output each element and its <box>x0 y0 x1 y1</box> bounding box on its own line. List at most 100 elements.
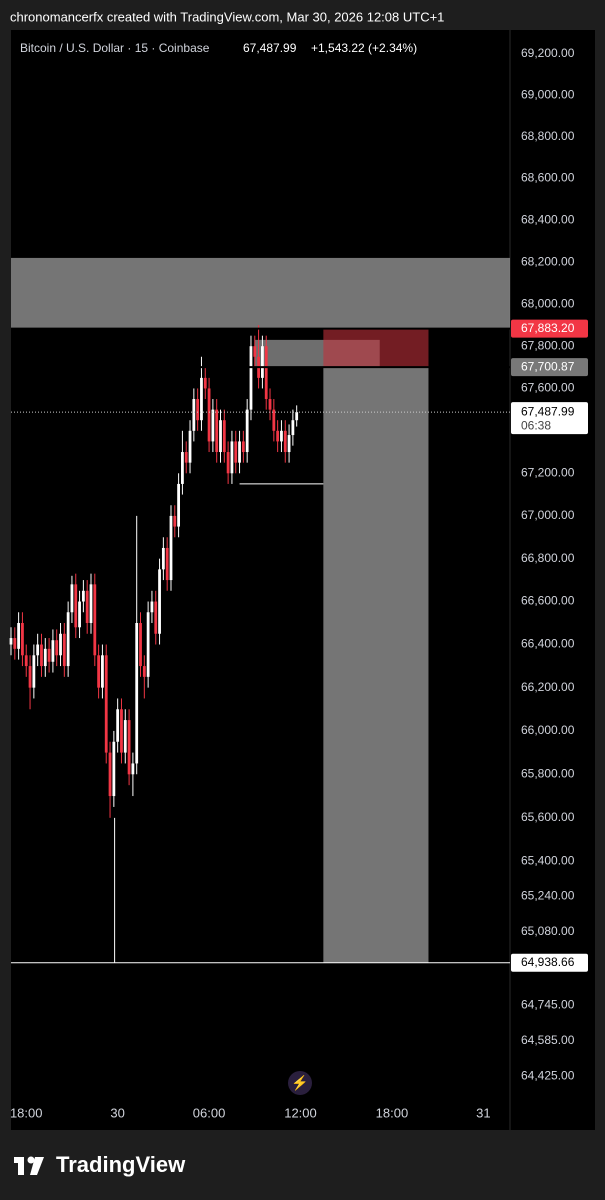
candle-body <box>123 720 127 753</box>
candle-body <box>139 623 142 667</box>
candle-body <box>238 441 241 463</box>
y-tick-label: 66,200.00 <box>521 680 575 694</box>
candle-body <box>264 346 268 400</box>
candle-body <box>9 638 13 645</box>
price-label: 64,938.66 <box>521 955 575 969</box>
candle-body <box>120 709 123 753</box>
y-tick-label: 64,585.00 <box>521 1033 575 1047</box>
candle-body <box>93 584 97 656</box>
candle-body <box>135 623 139 764</box>
x-tick-label: 18:00 <box>10 1105 43 1120</box>
y-tick-label: 66,800.00 <box>521 551 575 565</box>
candle-body <box>261 346 264 378</box>
candle-body <box>74 584 78 628</box>
y-tick-label: 68,800.00 <box>521 129 575 143</box>
candle-body <box>97 655 101 688</box>
candle-body <box>291 420 295 436</box>
zone <box>11 257 510 329</box>
price-label-bg <box>511 953 588 972</box>
candle-body <box>280 430 283 442</box>
y-tick-label: 65,240.00 <box>521 889 575 903</box>
y-tick-label: 68,200.00 <box>521 254 575 268</box>
candle-body <box>66 612 70 667</box>
candle-body <box>150 601 154 613</box>
price-label-bg <box>511 319 588 338</box>
candle-body <box>89 584 93 624</box>
last-price: 67,487.99 <box>243 41 297 55</box>
candle-body <box>81 590 85 602</box>
candle-body <box>43 648 47 667</box>
candle-body <box>295 412 299 421</box>
y-tick-label: 66,000.00 <box>521 723 575 737</box>
candle-body <box>78 601 81 628</box>
y-tick-label: 64,425.00 <box>521 1068 575 1082</box>
price-label-bg <box>511 358 588 377</box>
change: +1,543.22 (+2.34%) <box>311 41 417 55</box>
symbol: Bitcoin / U.S. Dollar · 15 · Coinbase <box>20 41 210 55</box>
candle-body <box>207 388 211 442</box>
candle-body <box>108 752 112 797</box>
candle-body <box>70 584 74 613</box>
svg-text:⚡: ⚡ <box>291 1075 308 1092</box>
candle-body <box>268 399 272 410</box>
candle-body <box>283 430 287 453</box>
candle-body <box>28 666 32 688</box>
y-tick-label: 67,800.00 <box>521 338 575 352</box>
candle-body <box>13 638 17 649</box>
candle-body <box>249 346 253 410</box>
candle-body <box>287 435 291 453</box>
candle-body <box>196 399 200 421</box>
y-tick-label: 64,745.00 <box>521 998 575 1012</box>
candle-body <box>230 441 234 474</box>
candle-body <box>215 409 219 453</box>
candle-body <box>17 623 21 649</box>
y-tick-label: 68,400.00 <box>521 212 575 226</box>
candle-body <box>32 655 36 688</box>
y-tick-label: 65,600.00 <box>521 810 575 824</box>
y-tick-label: 66,600.00 <box>521 594 575 608</box>
candle-body <box>245 409 249 453</box>
candle-body <box>51 640 55 662</box>
candle-body <box>161 547 165 570</box>
y-tick-label: 69,200.00 <box>521 46 575 60</box>
price-label: 67,700.87 <box>521 359 575 373</box>
y-tick-label: 67,200.00 <box>521 465 575 479</box>
candle-body <box>142 666 146 677</box>
candle-body <box>203 377 207 389</box>
candle-body <box>104 655 108 753</box>
y-tick-label: 65,080.00 <box>521 924 575 938</box>
credit: chronomancerfx created with TradingView.… <box>10 9 444 24</box>
candle-body <box>85 590 89 624</box>
candle-body <box>177 483 181 527</box>
candle-body <box>165 547 169 581</box>
current-price: 67,487.99 <box>521 404 575 418</box>
x-tick-label: 30 <box>110 1105 124 1120</box>
candle-body <box>219 420 222 453</box>
candle-body <box>116 709 120 742</box>
y-tick-label: 68,000.00 <box>521 296 575 310</box>
candle-body <box>62 633 66 667</box>
candle-body <box>241 441 245 453</box>
price-label: 67,883.20 <box>521 321 575 335</box>
candle-body <box>112 741 116 797</box>
candle-body <box>173 515 177 527</box>
candle-body <box>272 409 276 431</box>
ai-icon[interactable]: ⚡ <box>288 1071 312 1095</box>
candle-body <box>169 515 173 581</box>
candle-body <box>188 430 192 463</box>
logo-text: TradingView <box>56 1152 186 1177</box>
candle-body <box>131 763 135 775</box>
current-price-bg <box>511 402 588 435</box>
candle-body <box>59 633 62 656</box>
candle-body <box>192 399 196 431</box>
candle-body <box>222 420 226 453</box>
y-tick-label: 65,800.00 <box>521 766 575 780</box>
y-tick-label: 66,400.00 <box>521 637 575 651</box>
candle-body <box>101 655 104 688</box>
candle-body <box>154 601 158 634</box>
candle-body <box>200 377 203 421</box>
candle-body <box>184 452 188 463</box>
x-tick-label: 12:00 <box>284 1105 317 1120</box>
x-tick-label: 18:00 <box>376 1105 409 1120</box>
